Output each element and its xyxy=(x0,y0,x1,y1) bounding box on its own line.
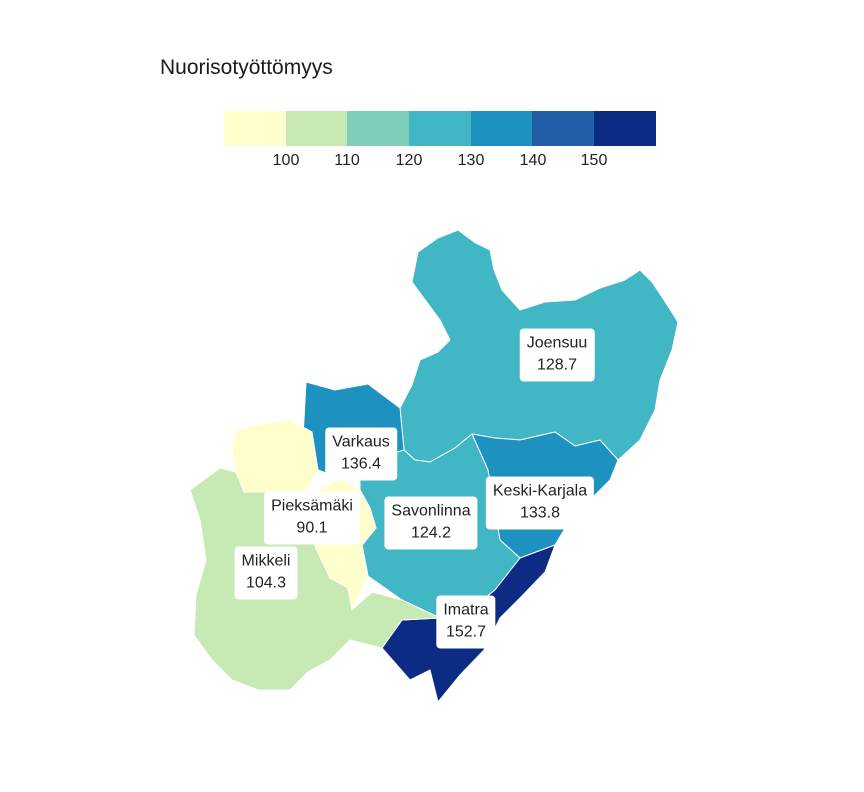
region-value: 104.3 xyxy=(245,574,287,592)
region-value: 152.7 xyxy=(445,623,487,641)
region-label-mikkeli: Mikkeli 104.3 xyxy=(234,546,298,600)
region-value: 128.7 xyxy=(536,356,578,374)
color-legend: 100 110 120 130 140 150 xyxy=(224,111,656,176)
region-name: Varkaus xyxy=(332,433,390,451)
legend-tick: 150 xyxy=(580,152,608,169)
legend-swatch xyxy=(470,111,533,146)
legend-tick: 110 xyxy=(334,152,360,169)
region-label-savonlinna: Savonlinna 124.2 xyxy=(384,496,478,550)
region-value: 136.4 xyxy=(340,455,382,473)
region-name: Savonlinna xyxy=(391,502,471,520)
legend-swatch xyxy=(285,111,348,146)
region-name: Mikkeli xyxy=(241,552,291,570)
region-label-varkaus: Varkaus 136.4 xyxy=(325,427,397,481)
region-name: Keski-Karjala xyxy=(492,482,588,500)
legend-swatch xyxy=(594,111,656,146)
legend-bar xyxy=(224,111,656,146)
region-label-imatra: Imatra 152.7 xyxy=(436,595,496,649)
region-label-keski-karjala: Keski-Karjala 133.8 xyxy=(485,476,595,530)
legend-swatch xyxy=(409,111,471,146)
region-value: 133.8 xyxy=(519,504,561,522)
legend-swatch xyxy=(532,111,595,146)
region-name: Pieksämäki xyxy=(271,497,353,515)
map-title: Nuorisotyöttömyys xyxy=(160,56,333,79)
legend-tick: 140 xyxy=(519,152,547,169)
region-value: 90.1 xyxy=(296,519,328,537)
region-label-pieksamaki: Pieksämäki 90.1 xyxy=(264,491,360,545)
legend-swatch xyxy=(347,111,410,146)
legend-tick: 100 xyxy=(272,152,300,169)
legend-tick: 130 xyxy=(457,152,485,169)
region-name: Joensuu xyxy=(526,334,588,352)
region-label-joensuu: Joensuu 128.7 xyxy=(519,328,595,382)
legend-tick: 120 xyxy=(395,152,423,169)
region-value: 124.2 xyxy=(410,524,452,542)
legend-ticks: 100 110 120 130 140 150 xyxy=(224,152,656,176)
legend-swatch xyxy=(224,111,286,146)
region-name: Imatra xyxy=(443,601,489,619)
